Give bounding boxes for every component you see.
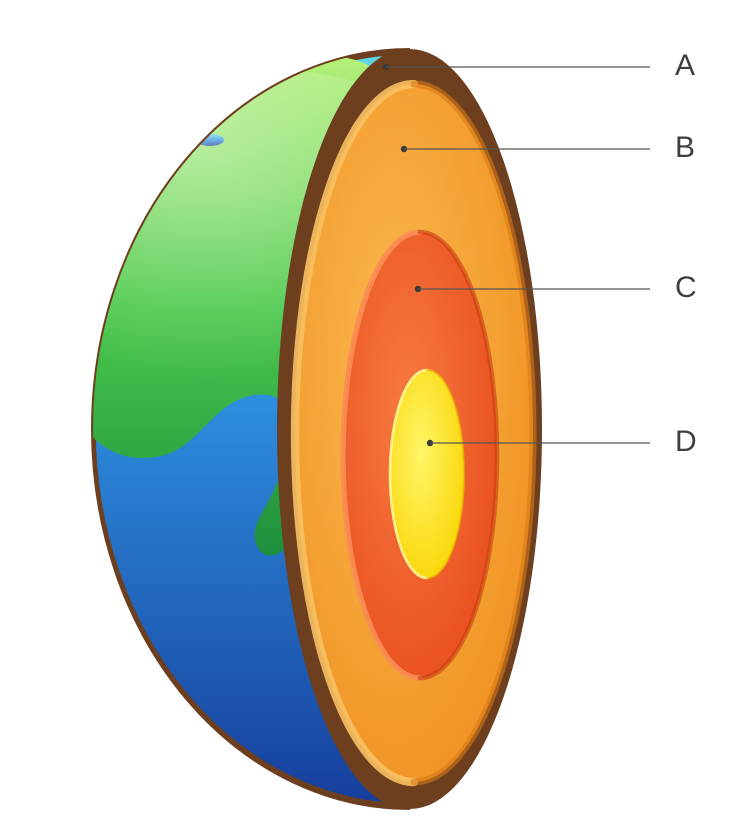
annotation-label: A <box>675 49 695 82</box>
annotation-label: B <box>675 131 695 164</box>
annotation-label: C <box>675 271 697 304</box>
earth-layers-diagram: A B C D <box>0 0 732 826</box>
inner-core-layer <box>390 370 464 578</box>
annotation-label: D <box>675 425 697 458</box>
